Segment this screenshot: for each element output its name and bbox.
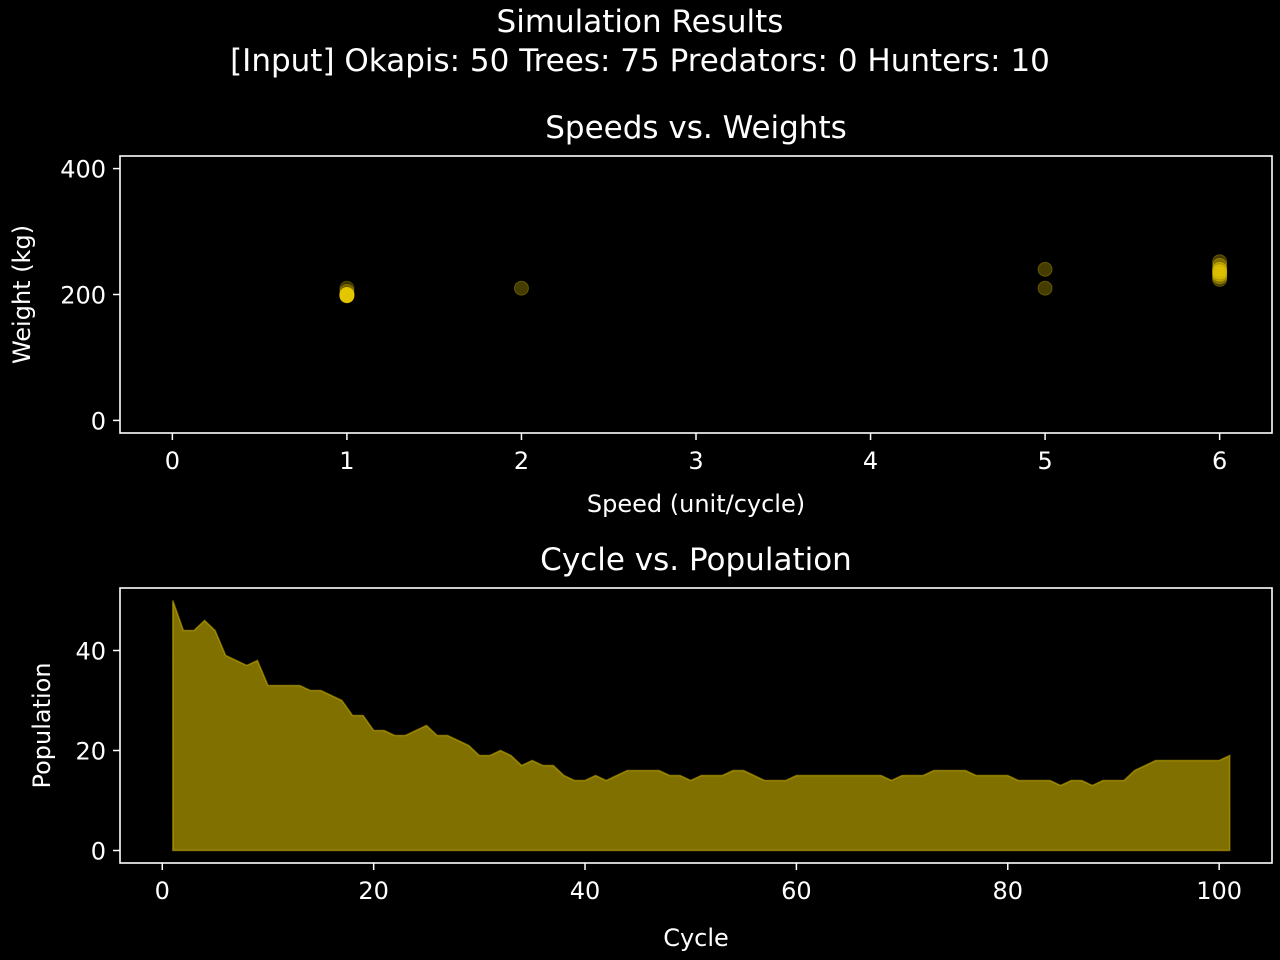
area-chart-cycle-population: Cycle vs. Population 0 20 40 60 80 100 0 20 40 Cyc…	[28, 542, 1273, 952]
x-tick-label: 20	[358, 877, 389, 905]
x-tick-label: 1	[339, 447, 354, 475]
chart-title: Speeds vs. Weights	[545, 110, 847, 146]
x-tick-label: 0	[155, 877, 170, 905]
x-tick-label: 0	[165, 447, 180, 475]
x-tick-label: 6	[1212, 447, 1227, 475]
y-tick-label: 200	[60, 282, 106, 310]
x-tick-label: 40	[570, 877, 601, 905]
scatter-point	[1037, 261, 1053, 277]
x-tick-label: 60	[781, 877, 812, 905]
y-axis-label: Population	[28, 662, 56, 788]
y-tick-label: 40	[75, 638, 106, 666]
scatter-chart-speed-weight: Speeds vs. Weights 0 1 2 3 4 5 6 0 200 400 Speed (u…	[8, 110, 1273, 518]
x-axis-label: Speed (unit/cycle)	[587, 490, 805, 518]
figure-subtitle: [Input] Okapis: 50 Trees: 75 Predators: …	[230, 43, 1050, 79]
chart-title: Cycle vs. Population	[540, 542, 852, 578]
x-tick-label: 4	[863, 447, 878, 475]
scatter-point	[1212, 271, 1228, 287]
scatter-point	[1212, 266, 1228, 282]
y-axis-label: Weight (kg)	[8, 225, 36, 364]
figure-title: Simulation Results	[496, 4, 784, 40]
population-area	[172, 600, 1231, 852]
y-tick-label: 0	[91, 838, 106, 866]
x-tick-label: 80	[993, 877, 1024, 905]
x-tick-label: 2	[514, 447, 529, 475]
scatter-point	[513, 280, 529, 296]
x-axis-label: Cycle	[663, 924, 729, 952]
y-tick-label: 0	[91, 407, 106, 435]
axes-frame	[119, 155, 1273, 434]
y-tick-label: 20	[75, 738, 106, 766]
y-tick-label: 400	[60, 156, 106, 184]
scatter-point	[1212, 269, 1228, 285]
axes-frame	[119, 587, 1273, 864]
scatter-point	[1037, 280, 1053, 296]
x-tick-label: 5	[1037, 447, 1052, 475]
x-tick-label: 100	[1196, 877, 1242, 905]
x-tick-label: 3	[688, 447, 703, 475]
scatter-point	[339, 288, 355, 304]
